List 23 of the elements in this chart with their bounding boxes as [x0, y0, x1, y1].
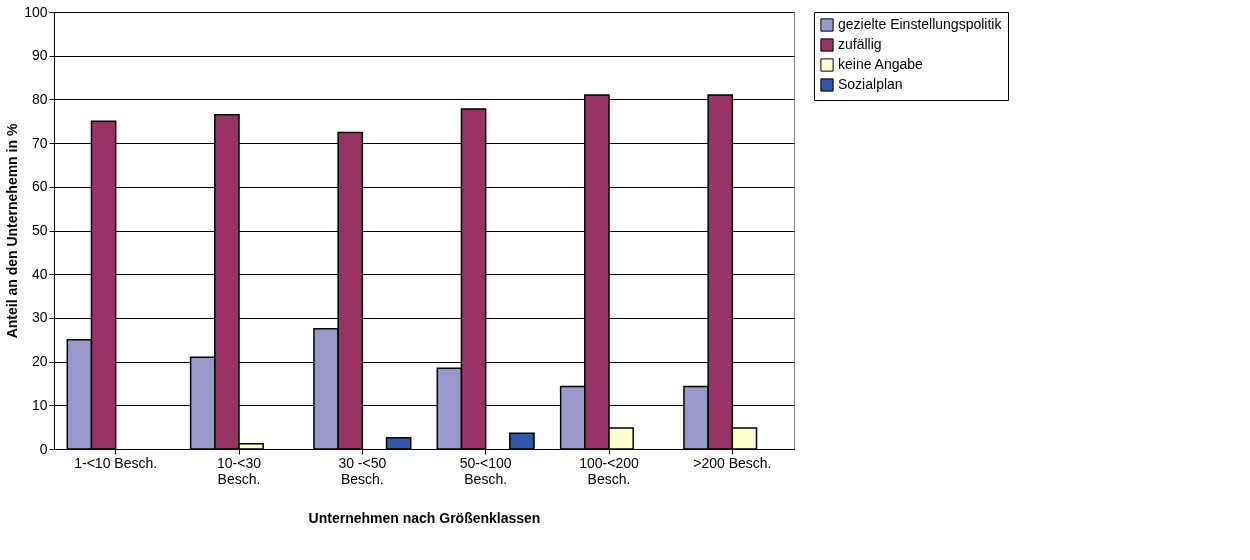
y-tick-label: 30	[31, 309, 48, 326]
x-tick-label: >200 Besch.	[693, 454, 772, 471]
y-tick-label: 60	[31, 178, 48, 195]
y-tick-label: 20	[31, 353, 48, 370]
x-axis-title: Unternehmen nach Größenklassen	[308, 509, 541, 526]
legend-label: zufällig	[838, 36, 882, 52]
y-tick-label: 70	[31, 134, 48, 151]
y-tick-label: 100	[24, 3, 48, 20]
y-tick-label: 90	[31, 47, 48, 64]
y-tick-label: 80	[31, 90, 48, 107]
x-tick-label: 1-<10 Besch.	[74, 454, 158, 471]
y-axis-title: Anteil an den Unternehemn in %	[4, 123, 21, 339]
legend-label: Sozialplan	[838, 76, 903, 92]
y-tick-label: 10	[31, 396, 48, 413]
y-tick-label: 40	[31, 265, 48, 282]
y-tick-label: 50	[31, 222, 48, 238]
y-tick-label: 0	[39, 440, 48, 457]
x-tick-label: 100-<200 Besch.	[579, 454, 639, 487]
x-tick-label: 10-<30 Besch.	[217, 454, 262, 487]
legend-label: gezielte Einstellungspolitik	[838, 16, 1003, 32]
x-tick-label: 30 -<50 Besch.	[338, 454, 387, 487]
x-tick-label: 50-<100 Besch.	[459, 454, 512, 487]
legend-label: keine Angabe	[838, 56, 924, 72]
